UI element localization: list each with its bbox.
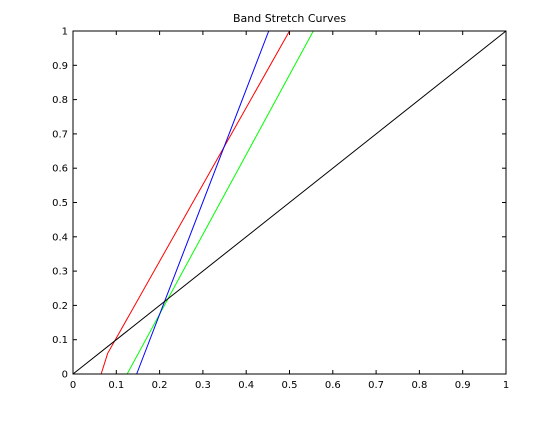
x-tick-label: 0.1 bbox=[108, 380, 124, 391]
x-tick-label: 0.6 bbox=[325, 380, 341, 391]
series-line-1 bbox=[100, 30, 290, 375]
x-tick-label: 0 bbox=[70, 380, 76, 391]
y-tick-label: 0.8 bbox=[52, 95, 68, 106]
tick-layer: 0 0.1 0.2 0.3 0.4 0.5 0.6 0.7 0.8 0.9 1 0 0.1 0.2 0.3 0… bbox=[52, 27, 509, 392]
y-tick-label: 0.2 bbox=[52, 301, 68, 312]
y-tick-label: 0.6 bbox=[52, 164, 68, 175]
y-tick-label: 0.1 bbox=[52, 335, 68, 346]
y-tick-label: 0.5 bbox=[52, 198, 68, 209]
series-line-4 bbox=[72, 30, 507, 375]
x-tick-label: 0.4 bbox=[238, 380, 254, 391]
x-tick-label: 0.8 bbox=[411, 380, 427, 391]
x-tick-label: 1 bbox=[503, 380, 509, 391]
x-tick-label: 0.5 bbox=[282, 380, 298, 391]
x-tick-label: 0.7 bbox=[368, 380, 384, 391]
chart-title: Band Stretch Curves bbox=[233, 12, 346, 25]
x-tick-label: 0.9 bbox=[455, 380, 471, 391]
x-tick-label: 0.2 bbox=[152, 380, 168, 391]
y-tick-label: 1 bbox=[62, 27, 68, 38]
x-tick-label: 0.3 bbox=[195, 380, 211, 391]
y-tick-label: 0.7 bbox=[52, 129, 68, 140]
y-tick-label: 0 bbox=[62, 370, 68, 381]
series-line-3 bbox=[136, 30, 270, 375]
y-tick-label: 0.9 bbox=[52, 61, 68, 72]
series-line-2 bbox=[126, 30, 314, 375]
y-tick-label: 0.4 bbox=[52, 232, 68, 243]
y-tick-label: 0.3 bbox=[52, 267, 68, 278]
series-layer bbox=[72, 30, 507, 375]
